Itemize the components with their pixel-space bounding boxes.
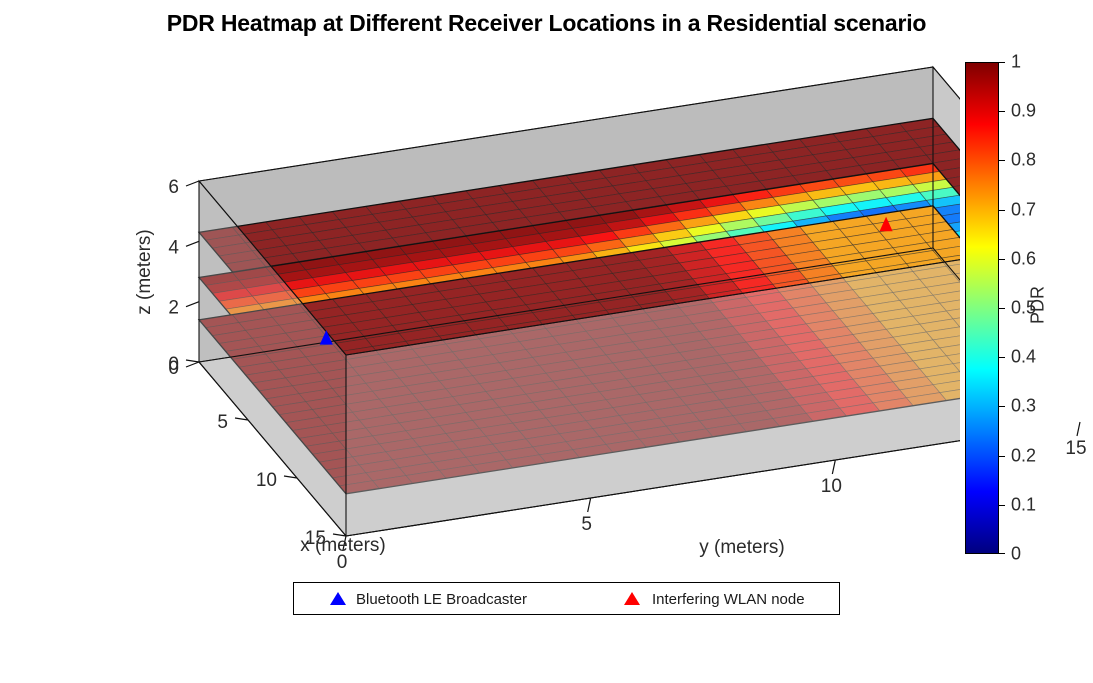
heatmap-cell (952, 317, 960, 328)
colorbar-tick-label: 0 (1011, 543, 1022, 564)
box-edge (932, 247, 960, 281)
x-tick (332, 533, 347, 537)
y-axis-label: y (meters) (699, 537, 785, 558)
heatmap-cell (1000, 369, 1040, 382)
heatmap-cell (945, 353, 960, 365)
floor-outline (197, 205, 960, 495)
y-tick-label: 0 (337, 552, 348, 573)
colorbar-tick-label: 0.7 (1011, 199, 1037, 220)
colorbar: 0 0.1 0.2 0.3 0.4 0.5 0.6 0.7 0.8 0.9 1 (965, 52, 1036, 564)
colorbar-tick (999, 455, 1005, 457)
colorbar-title: PDR (1027, 285, 1048, 325)
z-axis-label: z (meters) (134, 229, 155, 315)
heatmap-cell (952, 362, 960, 372)
heatmap-cell (925, 149, 960, 164)
z-tick-label: 0 (168, 358, 179, 379)
y-tick (587, 497, 592, 513)
marker-interfering-wlan-node[interactable] (879, 216, 893, 232)
colorbar-tick-label: 0.5 (1011, 297, 1037, 318)
heatmap-cell (932, 290, 960, 304)
colorbar-tick-label: 0.3 (1011, 395, 1037, 416)
heatmap-cell (959, 326, 960, 328)
box-edge (198, 180, 347, 356)
marker-bluetooth-le-broadcaster[interactable] (319, 330, 333, 345)
box-edge (198, 66, 934, 182)
x-tick (234, 417, 249, 421)
box-edge (198, 361, 347, 537)
heatmap-cell (932, 335, 960, 349)
heatmap-cell (1033, 364, 1073, 377)
heatmap-cell (925, 326, 960, 341)
colorbar-tick (999, 111, 1005, 113)
z-tick (185, 301, 200, 308)
legend-label: Bluetooth LE Broadcaster (356, 591, 527, 608)
z-tick-label: 6 (168, 177, 179, 198)
y-tick (1076, 421, 1081, 437)
colorbar-tick-label: 0.9 (1011, 100, 1037, 121)
z-tick (185, 361, 200, 368)
z-tick-label: 4 (168, 237, 179, 258)
heatmap-cell (959, 281, 960, 283)
x-tick-label: 10 (256, 470, 277, 491)
heatmap-cell (939, 299, 960, 312)
colorbar-tick (999, 160, 1005, 162)
colorbar-gradient (965, 62, 999, 554)
heatmap-cell (925, 281, 960, 296)
colorbar-tick (999, 357, 1005, 359)
heatmap-cell (932, 380, 960, 393)
heatmap-cell (1007, 332, 1047, 345)
colorbar-tick (999, 62, 1005, 63)
colorbar-tick-label: 0.8 (1011, 149, 1037, 170)
heatmap-cell (945, 308, 960, 320)
heatmap-cell (945, 263, 960, 275)
colorbar-tick (999, 308, 1005, 309)
legend-marker-bluetooth-icon (330, 592, 346, 605)
heatmap-cell (939, 344, 960, 357)
colorbar-tick (999, 553, 1005, 554)
heatmap-cell (1040, 372, 1080, 385)
heatmap-cell (939, 389, 960, 401)
heatmap-cell (952, 272, 960, 283)
y-tick-label: 5 (581, 514, 592, 535)
colorbar-tick-label: 0.2 (1011, 445, 1037, 466)
colorbar-tick (999, 209, 1005, 211)
y-tick (831, 459, 836, 475)
colorbar-tick (999, 406, 1005, 408)
x-tick-label: 5 (217, 412, 228, 433)
heatmap-cell (1000, 324, 1040, 337)
box-edge (345, 440, 960, 537)
heatmap-cell (1000, 327, 1040, 340)
y-tick-label: 15 (1065, 438, 1086, 459)
colorbar-tick-label: 0.6 (1011, 248, 1037, 269)
heatmap-cell (1040, 330, 1080, 343)
heatmap-cell (959, 371, 960, 373)
x-tick (283, 475, 298, 479)
legend-label: Interfering WLAN node (652, 591, 805, 608)
legend-marker-wlan-icon (624, 592, 640, 605)
colorbar-tick-label: 1 (1011, 51, 1022, 72)
colorbar-tick (999, 258, 1005, 260)
x-axis-label: x (meters) (300, 535, 386, 556)
heatmap-cell (1027, 269, 1067, 282)
colorbar-tick-label: 0.4 (1011, 346, 1037, 367)
x-tick-label: 15 (305, 528, 326, 549)
legend: Bluetooth LE Broadcaster Interfering WLAN… (293, 582, 840, 615)
x-tick (185, 359, 200, 363)
box-edge (345, 259, 960, 356)
z-tick (185, 240, 200, 247)
y-tick-label: 10 (821, 476, 842, 497)
z-tick (185, 180, 200, 187)
heatmap-cell (925, 371, 960, 386)
y-tick (342, 535, 347, 551)
page-title: PDR Heatmap at Different Receiver Locati… (166, 10, 927, 36)
colorbar-tick-label: 0.1 (1011, 494, 1037, 515)
colorbar-tick (999, 504, 1005, 506)
heatmap-cell (1007, 377, 1047, 390)
box-edge (932, 66, 960, 100)
x-tick-label: 0 (168, 354, 179, 375)
z-tick-label: 2 (168, 298, 179, 319)
